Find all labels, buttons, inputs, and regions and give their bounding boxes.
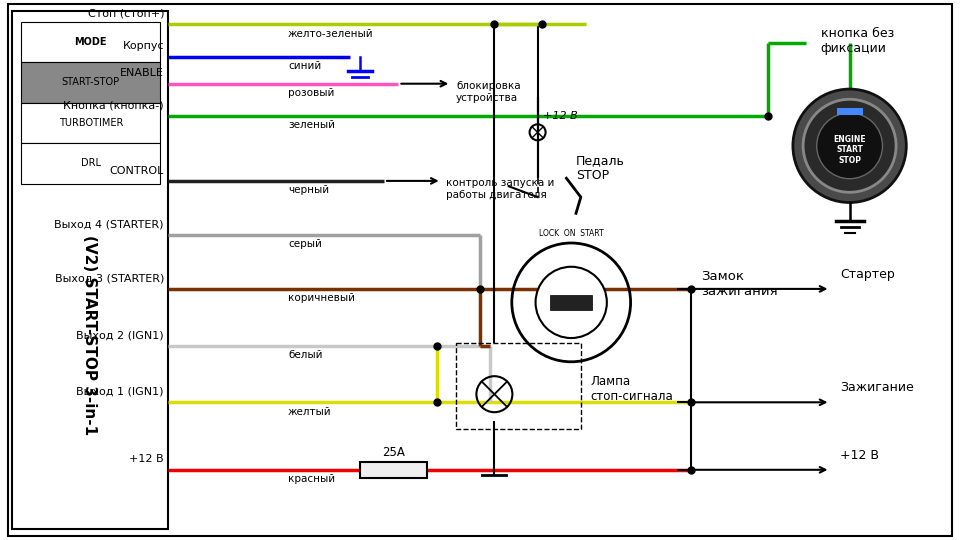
Text: +12 В: +12 В [130, 454, 164, 464]
Bar [21, 22, 160, 62]
Text: Зажигание: Зажигание [840, 381, 914, 394]
Text: (V2) START-STOP 3-in-1: (V2) START-STOP 3-in-1 [82, 235, 97, 435]
Text: Педаль
STOP: Педаль STOP [576, 154, 625, 182]
Text: Выход 1 (IGN1): Выход 1 (IGN1) [77, 387, 164, 397]
Text: DRL: DRL [81, 158, 101, 168]
Circle shape [817, 113, 882, 179]
Text: зеленый: зеленый [288, 120, 335, 131]
Text: CONTROL: CONTROL [109, 165, 164, 176]
Text: черный: черный [288, 185, 329, 195]
Bar [836, 108, 863, 115]
Bar [550, 295, 592, 309]
Text: желтый: желтый [288, 407, 331, 417]
Text: Выход 3 (STARTER): Выход 3 (STARTER) [55, 273, 164, 284]
Text: START-STOP: START-STOP [61, 77, 120, 87]
Text: белый: белый [288, 350, 323, 360]
Text: Выход 4 (STARTER): Выход 4 (STARTER) [55, 219, 164, 230]
Text: LOCK  ON  START: LOCK ON START [539, 229, 604, 238]
Circle shape [804, 99, 896, 192]
Text: Стоп (стоп+): Стоп (стоп+) [87, 9, 164, 19]
Text: розовый: розовый [288, 88, 334, 98]
Text: блокировка
устройства: блокировка устройства [456, 81, 520, 103]
Bar [456, 343, 581, 429]
Text: синий: синий [288, 61, 322, 71]
Text: +12 В: +12 В [840, 449, 879, 462]
Text: Замок
зажигания: Замок зажигания [701, 270, 778, 298]
Circle shape [536, 267, 607, 338]
Text: +12 В: +12 В [542, 111, 577, 121]
Bar [21, 143, 160, 184]
Text: коричневый: коричневый [288, 293, 355, 303]
Text: Стартер: Стартер [840, 268, 895, 281]
Bar [21, 62, 160, 103]
Text: ENABLE: ENABLE [120, 68, 164, 78]
Text: TURBOTIMER: TURBOTIMER [59, 118, 123, 128]
Text: Выход 2 (IGN1): Выход 2 (IGN1) [77, 330, 164, 340]
Text: MODE: MODE [75, 37, 107, 47]
Text: серый: серый [288, 239, 322, 249]
Text: ENGINE
START
STOP: ENGINE START STOP [833, 135, 866, 165]
Text: красный: красный [288, 474, 335, 484]
Text: Лампа
стоп-сигнала: Лампа стоп-сигнала [590, 375, 673, 403]
Circle shape [793, 89, 906, 202]
Text: кнопка без
фиксации: кнопка без фиксации [821, 27, 894, 55]
Text: 25A: 25A [382, 446, 405, 458]
Bar [360, 462, 427, 478]
Bar [21, 103, 160, 143]
Text: Корпус: Корпус [122, 41, 164, 51]
Bar [12, 11, 168, 529]
Text: Кнопка (кнопка-): Кнопка (кнопка-) [63, 100, 164, 111]
Text: контроль запуска и
работы двигателя: контроль запуска и работы двигателя [446, 178, 555, 200]
Text: желто-зеленый: желто-зеленый [288, 29, 373, 39]
